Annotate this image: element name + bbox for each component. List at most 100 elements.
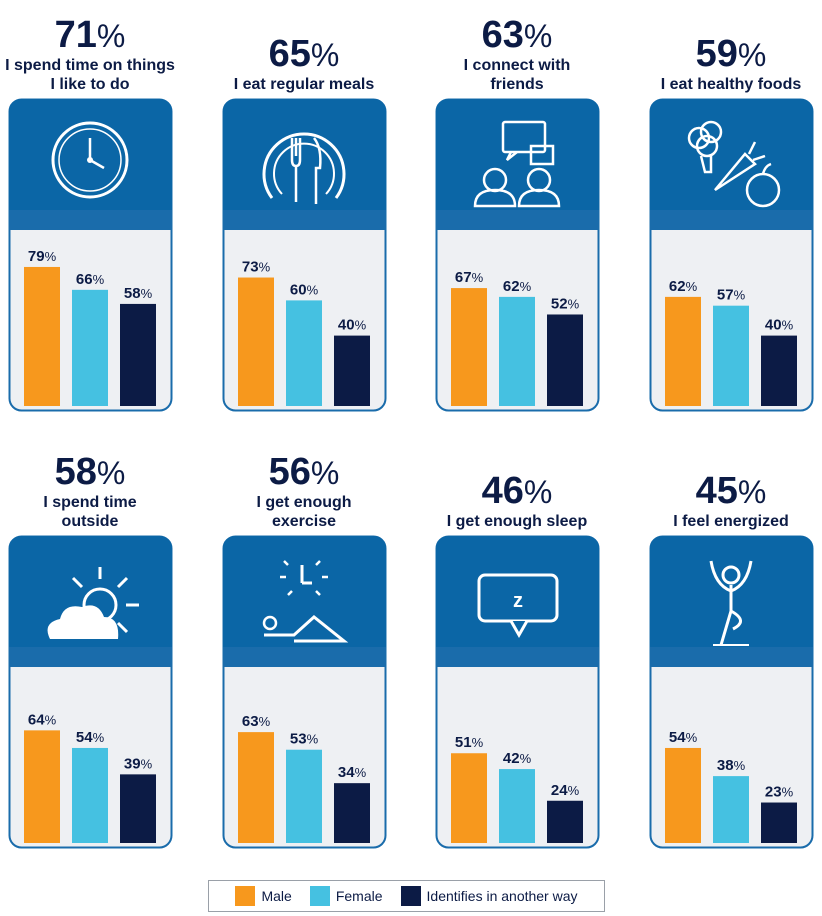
- icon-part: [517, 188, 561, 208]
- card-title: I spend time on things I like to do: [5, 57, 175, 93]
- bar-value-label: 57%: [717, 287, 746, 304]
- bar-value-label: 40%: [765, 317, 794, 334]
- bar: [665, 296, 701, 406]
- icon-part: [509, 620, 529, 639]
- card-header: [9, 99, 172, 230]
- card-title: I eat regular meals: [233, 76, 375, 93]
- headline-value: 59%: [695, 33, 767, 75]
- bar-value-label: 54%: [76, 729, 105, 746]
- header-band: [9, 210, 172, 230]
- bar: [24, 730, 60, 843]
- bar: [286, 749, 322, 843]
- bar: [761, 802, 797, 843]
- card-title: I get enough exercise: [256, 494, 352, 530]
- card-header: [223, 536, 386, 667]
- bar: [334, 783, 370, 843]
- icon: [709, 560, 753, 646]
- legend-label: Female: [335, 888, 383, 904]
- icon: [687, 120, 781, 208]
- bar: [72, 289, 108, 406]
- bar: [547, 800, 583, 843]
- icon: [262, 560, 349, 643]
- bar-value-label: 62%: [503, 278, 532, 295]
- bar: [451, 753, 487, 843]
- bar: [761, 335, 797, 406]
- icon-part: [273, 142, 335, 195]
- headline-value: 63%: [481, 14, 553, 56]
- headline-value: 71%: [54, 14, 126, 56]
- bar-value-label: 38%: [717, 757, 746, 774]
- bar-value-label: 52%: [551, 295, 580, 312]
- card: 64% 54% 39%: [8, 535, 173, 849]
- bar: [713, 305, 749, 406]
- bar: [286, 300, 322, 406]
- card-heading: 45% I feel energized: [631, 439, 822, 531]
- icon-part: [747, 141, 766, 162]
- icon-part: [71, 567, 139, 634]
- legend-label: Male: [261, 888, 292, 904]
- icon-part: [262, 615, 278, 631]
- card: 73% 60% 40%: [222, 98, 387, 412]
- bar: [238, 732, 274, 843]
- bar: [499, 296, 535, 406]
- bar-value-label: 67%: [455, 269, 484, 286]
- icon-part: [264, 615, 349, 643]
- icon-part: [714, 152, 757, 192]
- card-graphic: ᴢ 51% 42% 24%: [435, 535, 600, 849]
- icon-part: [58, 128, 122, 192]
- card-title: I connect with friends: [463, 57, 571, 93]
- bar: [72, 747, 108, 843]
- legend-swatch: [235, 886, 256, 906]
- card-title: I eat healthy foods: [660, 76, 802, 93]
- icon: ᴢ: [477, 573, 559, 639]
- bar: [665, 747, 701, 843]
- header-band: [436, 647, 599, 667]
- bar-value-label: 34%: [338, 764, 367, 781]
- card: 62% 57% 40%: [649, 98, 814, 412]
- headline-value: 56%: [268, 451, 340, 493]
- legend-item: Female: [309, 886, 383, 906]
- icon-part: [529, 144, 555, 166]
- icon-part: [473, 188, 517, 208]
- card: 54% 38% 23%: [649, 535, 814, 849]
- card-graphic: 63% 53% 34%: [222, 535, 387, 849]
- card-graphic: 54% 38% 23%: [649, 535, 814, 849]
- bar-value-label: 63%: [242, 713, 271, 730]
- bar-value-label: 53%: [290, 731, 319, 748]
- bar: [120, 303, 156, 406]
- bar-value-label: 40%: [338, 317, 367, 334]
- icon-part: [699, 120, 723, 144]
- headline-value: 45%: [695, 470, 767, 512]
- bar-value-label: 39%: [124, 755, 153, 772]
- bar: [499, 769, 535, 843]
- icon-part: [721, 565, 741, 585]
- card-heading: 56% I get enough exercise: [204, 439, 404, 531]
- icon-part: [47, 605, 119, 639]
- bar-value-label: 58%: [124, 285, 153, 302]
- bar-value-label: 66%: [76, 271, 105, 288]
- bar: [547, 314, 583, 406]
- card-graphic: 62% 57% 40%: [649, 98, 814, 412]
- bar-value-label: 23%: [765, 784, 794, 801]
- icon: [473, 120, 561, 208]
- bar-value-label: 51%: [455, 734, 484, 751]
- card-heading: 46% I get enough sleep: [417, 439, 617, 531]
- icon-part: [505, 151, 518, 161]
- bar-value-label: 54%: [669, 729, 698, 746]
- headline-value: 58%: [54, 451, 126, 493]
- bar: [24, 266, 60, 406]
- bar-value-label: 79%: [28, 248, 57, 265]
- headline-value: 65%: [268, 33, 340, 75]
- icon-part: [312, 137, 322, 204]
- card-title: I spend time outside: [43, 494, 137, 530]
- header-band: [650, 647, 813, 667]
- bar-value-label: 24%: [551, 782, 580, 799]
- card-title: I get enough sleep: [446, 513, 588, 530]
- icon-part: [695, 134, 719, 158]
- card-header: [223, 99, 386, 230]
- icon-part: [699, 154, 713, 174]
- icon-part: [51, 121, 129, 199]
- icon: [51, 121, 129, 199]
- icon: [262, 132, 346, 204]
